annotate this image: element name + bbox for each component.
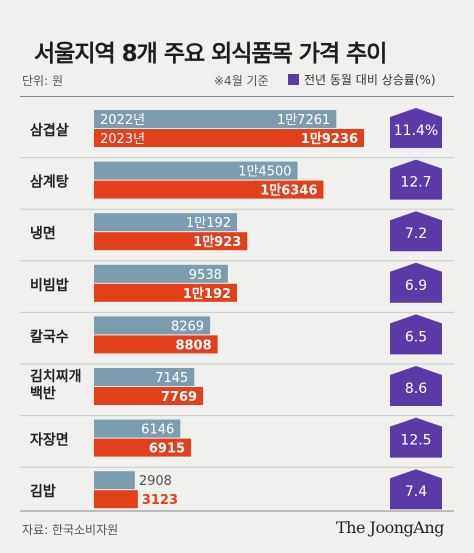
- increase-rate-label: 7.2: [405, 226, 427, 242]
- value-label: 6146: [141, 423, 174, 438]
- bar-2023: [94, 283, 238, 302]
- bar-2022: [94, 161, 298, 180]
- category-label: 삼계탕: [30, 174, 69, 191]
- value-label: 1만7261: [277, 113, 330, 128]
- bar-2023: [94, 490, 138, 509]
- value-label: 1만6346: [260, 183, 317, 199]
- value-label: 7769: [161, 390, 197, 405]
- increase-badge: [390, 211, 442, 252]
- bar-2023: [94, 438, 192, 457]
- increase-badge: [390, 159, 442, 200]
- bar-2023: [94, 180, 324, 199]
- bar-2023: [94, 232, 248, 251]
- legend: 전년 동월 대비 상승률(%): [288, 71, 436, 88]
- bar-2022: [94, 110, 337, 128]
- category-label: 김치찌개: [30, 368, 82, 385]
- chart-title: 서울지역 8개 주요 외식품목 가격 추이: [34, 41, 387, 67]
- value-label: 2908: [139, 474, 172, 489]
- legend-swatch: [288, 74, 299, 85]
- value-label: 1만923: [193, 234, 241, 250]
- bar-2022: [94, 264, 228, 283]
- bar-2022: [94, 316, 211, 335]
- bar-2022: [94, 213, 238, 232]
- value-label: 6915: [149, 442, 185, 457]
- value-label: 3123: [142, 493, 178, 508]
- category-label: 자장면: [30, 432, 69, 449]
- increase-badge: [390, 417, 442, 458]
- category-label: 냉면: [30, 225, 56, 242]
- value-label: 8808: [175, 338, 211, 353]
- increase-rate-label: 8.6: [405, 381, 427, 397]
- bar-2022: [94, 471, 135, 490]
- category-label: 백반: [30, 385, 56, 402]
- bar-2022: [94, 419, 181, 438]
- top-rule: [20, 96, 454, 97]
- series-label: 2023년: [100, 132, 145, 147]
- increase-badge: [390, 108, 442, 148]
- unit-label: 단위: 원: [22, 74, 63, 88]
- value-label: 1만9236: [301, 131, 358, 147]
- category-label: 칼국수: [30, 329, 69, 345]
- source-label: 자료: 한국소비자원: [22, 523, 119, 537]
- value-label: 1만192: [186, 216, 231, 231]
- increase-badge: [390, 469, 442, 510]
- value-label: 1만4500: [238, 165, 291, 180]
- increase-rate-label: 7.4: [405, 484, 427, 500]
- bar-2022: [94, 368, 195, 386]
- bar-2023: [94, 387, 204, 405]
- value-label: 1만192: [183, 286, 231, 302]
- category-label: 삼겹살: [30, 122, 69, 139]
- increase-badge: [390, 366, 442, 406]
- category-label: 비빔밥: [30, 277, 69, 294]
- legend-label: 전년 동월 대비 상승률(%): [304, 73, 436, 87]
- increase-rate-label: 11.4%: [394, 123, 438, 139]
- increase-rate-label: 6.9: [405, 278, 427, 294]
- value-label: 9538: [189, 268, 222, 283]
- bar-2023: [94, 335, 218, 354]
- reference-note: ※4월 기준: [214, 74, 269, 88]
- series-label: 2022년: [100, 113, 145, 128]
- increase-rate-label: 12.7: [400, 175, 431, 191]
- increase-badge: [390, 262, 442, 303]
- value-label: 7145: [155, 371, 188, 386]
- bar-2023: [94, 129, 364, 147]
- increase-rate-label: 6.5: [405, 329, 427, 345]
- increase-badge: [390, 314, 442, 355]
- value-label: 8269: [171, 319, 204, 334]
- brand-logo: The JoongAng: [336, 518, 444, 537]
- category-label: 김밥: [30, 483, 56, 500]
- increase-rate-label: 12.5: [400, 433, 431, 449]
